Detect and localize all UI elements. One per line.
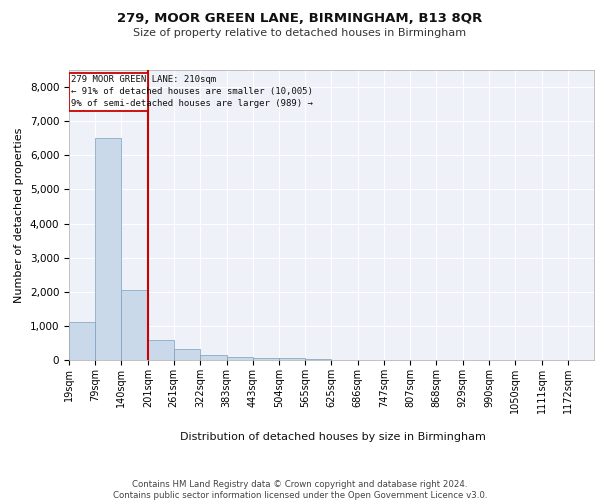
Text: 9% of semi-detached houses are larger (989) →: 9% of semi-detached houses are larger (9…	[71, 99, 313, 108]
Bar	[148, 340, 174, 360]
Text: 279, MOOR GREEN LANE, BIRMINGHAM, B13 8QR: 279, MOOR GREEN LANE, BIRMINGHAM, B13 8Q…	[118, 12, 482, 26]
Text: 279 MOOR GREEN LANE: 210sqm: 279 MOOR GREEN LANE: 210sqm	[71, 76, 216, 84]
Bar	[253, 358, 279, 360]
Bar	[279, 358, 305, 360]
Bar	[121, 290, 148, 360]
Bar	[200, 354, 227, 360]
Text: ← 91% of detached houses are smaller (10,005): ← 91% of detached houses are smaller (10…	[71, 87, 313, 96]
Text: Size of property relative to detached houses in Birmingham: Size of property relative to detached ho…	[133, 28, 467, 38]
Text: Contains HM Land Registry data © Crown copyright and database right 2024.: Contains HM Land Registry data © Crown c…	[132, 480, 468, 489]
Y-axis label: Number of detached properties: Number of detached properties	[14, 128, 24, 302]
Bar	[95, 138, 121, 360]
Text: Distribution of detached houses by size in Birmingham: Distribution of detached houses by size …	[180, 432, 486, 442]
Bar	[227, 356, 253, 360]
FancyBboxPatch shape	[69, 74, 148, 111]
Bar	[69, 322, 95, 360]
Text: Contains public sector information licensed under the Open Government Licence v3: Contains public sector information licen…	[113, 491, 487, 500]
Bar	[174, 350, 200, 360]
